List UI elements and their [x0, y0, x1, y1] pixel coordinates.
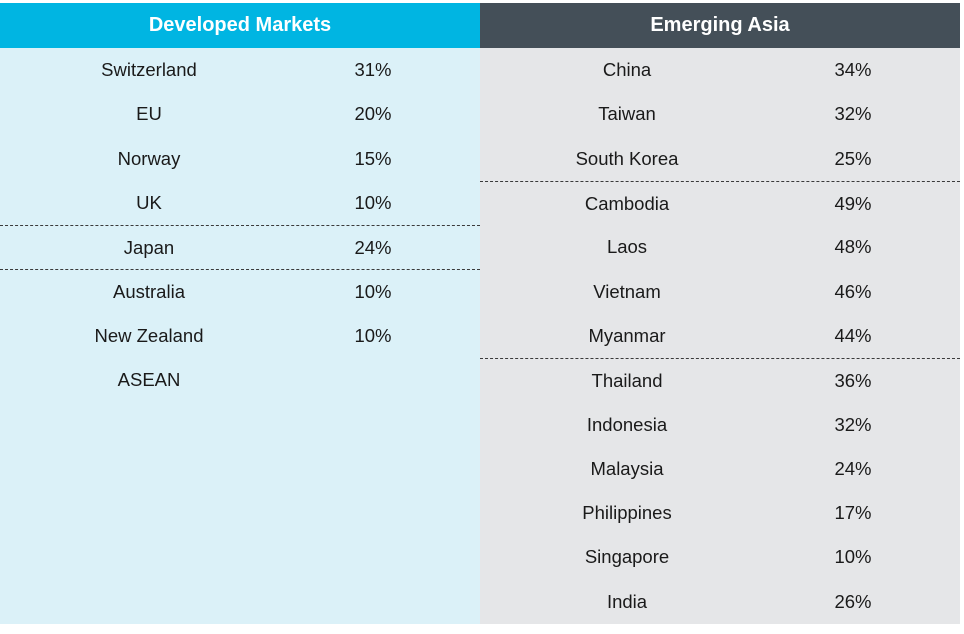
table-row: China 34% — [480, 48, 960, 92]
table-row: Australia 10% — [0, 269, 480, 313]
emerging-asia-header: Emerging Asia — [480, 3, 960, 48]
country-name: UK — [136, 192, 162, 214]
country-name: ASEAN — [117, 369, 181, 391]
country-name: Switzerland — [101, 59, 197, 81]
table-row: Myanmar 44% — [480, 314, 960, 358]
tariff-value: 31% — [354, 59, 392, 81]
table-row: Switzerland 31% — [0, 48, 480, 92]
country-name: New Zealand — [94, 324, 204, 346]
country-name: Myanmar — [588, 324, 666, 346]
country-name: Laos — [606, 236, 648, 258]
tariff-value: 24% — [354, 236, 392, 258]
country-name: India — [606, 590, 648, 612]
country-name: Norway — [117, 147, 181, 169]
tariff-value: 25% — [834, 147, 872, 169]
table-row: UK 10% — [0, 181, 480, 225]
developed-markets-rows: Switzerland 31% EU 20% Norway 15% UK 10% Japan 24… — [0, 48, 480, 402]
tariff-value: 10% — [834, 546, 872, 568]
country-name: Thailand — [591, 369, 663, 391]
tariff-value: 24% — [834, 457, 872, 479]
tariff-value: 49% — [834, 192, 872, 214]
table-row: Cambodia 49% — [480, 180, 960, 225]
table-row: Malaysia 24% — [480, 447, 960, 491]
tariff-value: 10% — [354, 281, 392, 303]
table-row: Thailand 36% — [480, 358, 960, 402]
country-name: EU — [136, 103, 162, 125]
country-name: Malaysia — [590, 457, 664, 479]
tariff-value: 10% — [354, 192, 392, 214]
table-row: Taiwan 32% — [480, 92, 960, 136]
country-name: China — [602, 59, 652, 81]
country-name: South Korea — [575, 147, 679, 169]
tariff-value — [323, 358, 423, 402]
developed-markets-panel: Developed Markets Switzerland 31% EU 20% Nor… — [0, 3, 480, 624]
tariff-value: 32% — [834, 413, 872, 435]
tariff-value: 44% — [834, 324, 872, 346]
tariff-value: 48% — [834, 236, 872, 258]
table-row: New Zealand 10% — [0, 314, 480, 358]
tariff-value: 32% — [834, 103, 872, 125]
developed-markets-header: Developed Markets — [0, 3, 480, 48]
country-name: Japan — [123, 236, 175, 258]
table-row: South Korea 25% — [480, 137, 960, 181]
table-row: India 26% — [480, 580, 960, 624]
country-name: Cambodia — [584, 192, 670, 214]
country-name: Taiwan — [598, 103, 656, 125]
tariff-value: 26% — [834, 590, 872, 612]
tariff-value: 36% — [834, 369, 872, 391]
tariff-value: 46% — [834, 280, 872, 302]
tariff-value: 20% — [354, 103, 392, 125]
tariff-value: 15% — [354, 147, 392, 169]
table-row: Philippines 17% — [480, 491, 960, 535]
table-row: Indonesia 32% — [480, 402, 960, 446]
country-name: Singapore — [584, 546, 670, 568]
country-name: Australia — [113, 281, 185, 303]
country-name: Indonesia — [586, 413, 668, 435]
table-row: Laos 48% — [480, 225, 960, 269]
emerging-asia-panel: Emerging Asia China 34% Taiwan 32% South Kor… — [480, 3, 960, 624]
table-row: EU 20% — [0, 92, 480, 136]
table-row: Norway 15% — [0, 137, 480, 181]
table-row: Japan 24% — [0, 225, 480, 269]
tariff-value: 17% — [834, 502, 872, 524]
table-row: Vietnam 46% — [480, 269, 960, 313]
country-name: Philippines — [582, 502, 672, 524]
country-name: Vietnam — [593, 280, 661, 302]
tariff-value: 10% — [354, 324, 392, 346]
table-row: Singapore 10% — [480, 535, 960, 579]
table-row: ASEAN — [0, 358, 480, 402]
emerging-asia-rows: China 34% Taiwan 32% South Korea 25% Cambodia 4… — [480, 48, 960, 624]
tariff-value: 34% — [834, 59, 872, 81]
